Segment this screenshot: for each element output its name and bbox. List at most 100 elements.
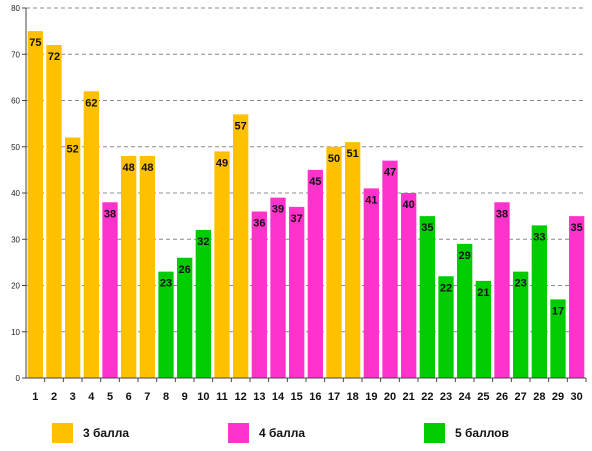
x-tick-label: 28 <box>533 391 545 403</box>
x-tick-label: 21 <box>403 391 415 403</box>
legend-item-3: 3 балла <box>52 421 129 445</box>
bar <box>363 188 379 378</box>
legend-label-5: 5 баллов <box>455 426 509 440</box>
data-label: 35 <box>421 222 433 234</box>
bar <box>65 137 81 378</box>
bar <box>177 257 193 378</box>
x-tick-label: 16 <box>309 391 321 403</box>
bar <box>531 225 547 378</box>
x-tick-label: 7 <box>144 391 150 403</box>
x-tick-label: 30 <box>571 391 583 403</box>
x-tick-label: 22 <box>421 391 433 403</box>
y-tick-label: 80 <box>11 4 20 13</box>
bar <box>345 142 361 378</box>
y-axis-ticks: 0 10 20 30 40 50 60 70 80 <box>11 4 26 383</box>
data-label: 72 <box>48 51 60 63</box>
x-tick-label: 3 <box>70 391 76 403</box>
x-tick-label: 9 <box>182 391 188 403</box>
bar <box>27 31 43 378</box>
data-label: 45 <box>309 176 321 188</box>
data-label: 32 <box>197 236 209 248</box>
bar <box>195 230 211 378</box>
x-tick-label: 24 <box>459 391 472 403</box>
data-label: 22 <box>440 282 452 294</box>
bar <box>83 91 99 378</box>
data-label: 62 <box>85 97 97 109</box>
x-tick-label: 15 <box>291 391 303 403</box>
data-label: 35 <box>571 222 583 234</box>
bar <box>307 169 323 378</box>
x-tick-label: 20 <box>384 391 396 403</box>
legend-item-4: 4 балла <box>228 421 305 445</box>
legend-label-3: 3 балла <box>83 426 130 440</box>
bar <box>382 160 398 378</box>
data-label: 39 <box>272 204 284 216</box>
data-label: 17 <box>552 305 564 317</box>
x-tick-label: 5 <box>107 391 113 403</box>
bars <box>27 31 585 378</box>
data-label: 75 <box>29 37 41 49</box>
data-label: 26 <box>179 264 191 276</box>
data-label: 47 <box>384 167 396 179</box>
data-label: 49 <box>216 157 228 169</box>
data-label: 38 <box>496 208 508 220</box>
data-label: 48 <box>141 162 153 174</box>
x-tick-label: 14 <box>272 391 285 403</box>
y-tick-label: 40 <box>11 189 20 198</box>
bar <box>475 280 491 378</box>
bar <box>401 193 417 378</box>
data-label: 23 <box>160 278 172 290</box>
legend-item-5: 5 баллов <box>424 421 509 445</box>
data-label: 23 <box>515 278 527 290</box>
bar <box>569 216 585 378</box>
data-label: 48 <box>123 162 135 174</box>
bar <box>214 151 230 378</box>
data-label: 38 <box>104 208 116 220</box>
data-label: 37 <box>291 213 303 225</box>
data-label: 51 <box>347 148 359 160</box>
bar <box>550 299 566 378</box>
bar <box>158 271 174 378</box>
data-label: 41 <box>365 194 377 206</box>
bar <box>46 45 62 378</box>
y-tick-label: 20 <box>11 282 20 291</box>
bar <box>270 197 286 378</box>
x-tick-label: 1 <box>32 391 38 403</box>
x-tick-label: 11 <box>216 391 228 403</box>
y-tick-label: 30 <box>11 235 20 244</box>
legend-swatch-5 <box>424 423 445 443</box>
x-tick-label: 12 <box>235 391 247 403</box>
x-tick-label: 10 <box>197 391 209 403</box>
bar <box>233 114 249 378</box>
bar <box>121 156 137 378</box>
legend-swatch-4 <box>228 423 249 443</box>
x-tick-label: 13 <box>253 391 265 403</box>
legend-label-4: 4 балла <box>259 426 306 440</box>
bar <box>251 211 267 378</box>
x-tick-label: 23 <box>440 391 452 403</box>
gridlines <box>26 7 586 333</box>
data-label: 21 <box>477 287 489 299</box>
data-labels: 75 72 52 62 38 48 48 23 26 32 49 57 36 39 37 45 50 51 41 47… <box>29 37 583 317</box>
data-label: 33 <box>533 231 545 243</box>
bar <box>139 156 155 378</box>
x-tick-label: 2 <box>51 391 57 403</box>
bar <box>438 276 454 378</box>
x-tick-label: 19 <box>365 391 377 403</box>
x-tick-label: 6 <box>126 391 132 403</box>
data-label: 40 <box>403 199 415 211</box>
bar <box>289 206 305 378</box>
bar <box>102 202 118 378</box>
bar <box>419 216 435 378</box>
x-axis-ticks: 1 2 3 4 5 6 7 8 9 10 11 12 13 14 15 16 17 18 19 20 21 22 23 24 2… <box>32 378 587 403</box>
data-label: 50 <box>328 153 340 165</box>
y-tick-label: 0 <box>16 374 21 383</box>
bar <box>513 271 529 378</box>
y-tick-label: 70 <box>11 50 20 59</box>
legend-swatch-3 <box>52 423 73 443</box>
y-tick-label: 10 <box>11 328 20 337</box>
x-tick-label: 25 <box>477 391 489 403</box>
y-tick-label: 50 <box>11 143 20 152</box>
x-tick-label: 18 <box>347 391 359 403</box>
